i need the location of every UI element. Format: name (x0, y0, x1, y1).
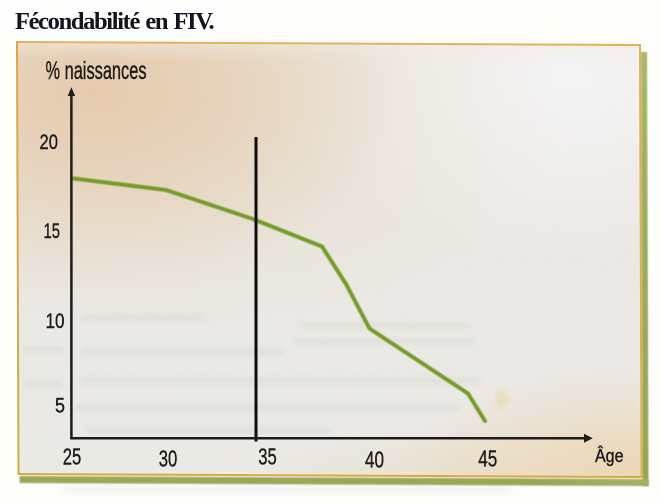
svg-text:25: 25 (63, 444, 81, 470)
svg-text:45: 45 (478, 446, 497, 472)
svg-text:40: 40 (365, 447, 384, 473)
svg-text:15: 15 (44, 219, 61, 243)
svg-text:30: 30 (159, 446, 178, 472)
svg-text:35: 35 (258, 444, 277, 470)
svg-text:Âge: Âge (595, 445, 624, 466)
svg-text:5: 5 (55, 394, 65, 418)
svg-text:% naissances: % naissances (46, 57, 147, 85)
svg-text:10: 10 (46, 309, 65, 333)
svg-text:20: 20 (40, 130, 58, 154)
